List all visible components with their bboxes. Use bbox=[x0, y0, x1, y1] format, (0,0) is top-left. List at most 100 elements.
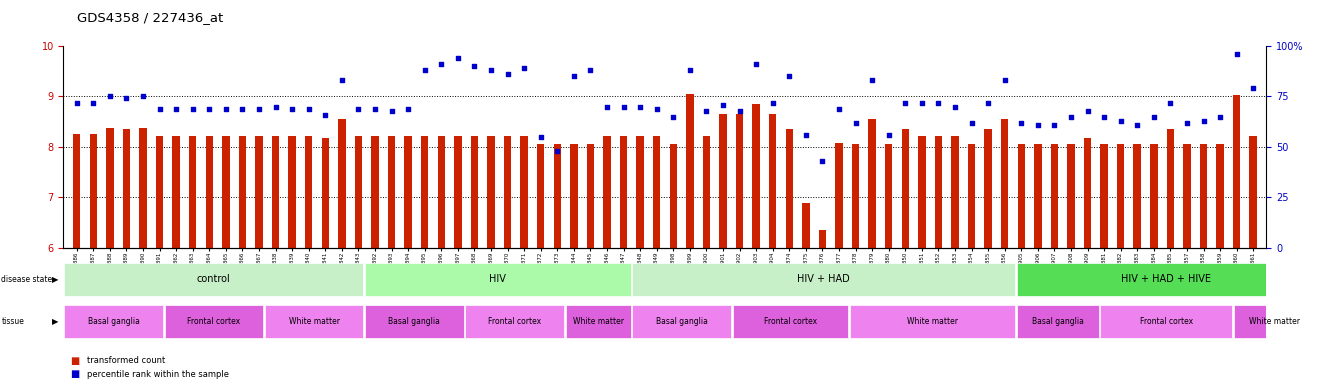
Bar bbox=[952, 136, 958, 248]
Bar bbox=[123, 129, 130, 248]
Text: White matter: White matter bbox=[1249, 317, 1301, 326]
Bar bbox=[65, 263, 364, 296]
Bar bbox=[537, 144, 545, 248]
Bar bbox=[1018, 144, 1025, 248]
Point bbox=[264, 103, 286, 109]
Bar bbox=[818, 230, 826, 248]
Bar bbox=[802, 204, 809, 248]
Bar bbox=[851, 144, 859, 248]
Point bbox=[231, 106, 253, 112]
Bar bbox=[365, 305, 464, 338]
Bar bbox=[65, 305, 163, 338]
Bar bbox=[1183, 144, 1191, 248]
Point bbox=[1060, 114, 1081, 120]
Point bbox=[845, 120, 866, 126]
Bar bbox=[1233, 96, 1240, 248]
Bar bbox=[471, 136, 479, 248]
Bar bbox=[1166, 129, 1174, 248]
Bar bbox=[632, 263, 1015, 296]
Bar bbox=[869, 119, 876, 248]
Bar bbox=[1150, 144, 1158, 248]
Bar bbox=[587, 144, 594, 248]
Point bbox=[365, 106, 386, 112]
Bar bbox=[1034, 144, 1042, 248]
Bar bbox=[603, 136, 611, 248]
Point bbox=[149, 106, 171, 112]
Bar bbox=[935, 136, 943, 248]
Point bbox=[728, 108, 750, 114]
Bar bbox=[264, 305, 364, 338]
Bar bbox=[387, 136, 395, 248]
Text: HIV + HAD: HIV + HAD bbox=[797, 274, 850, 285]
Bar bbox=[1200, 144, 1207, 248]
Bar bbox=[255, 136, 263, 248]
Text: GDS4358 / 227436_at: GDS4358 / 227436_at bbox=[77, 12, 223, 25]
Point bbox=[381, 108, 402, 114]
Point bbox=[629, 103, 650, 109]
Point bbox=[497, 71, 518, 78]
Point bbox=[299, 106, 320, 112]
Point bbox=[480, 67, 501, 73]
Bar bbox=[752, 104, 760, 248]
Bar bbox=[703, 136, 710, 248]
Text: ■: ■ bbox=[70, 369, 79, 379]
Point bbox=[1144, 114, 1165, 120]
Text: HIV + HAD + HIVE: HIV + HAD + HIVE bbox=[1121, 274, 1211, 285]
Bar bbox=[836, 143, 842, 248]
Point bbox=[613, 103, 635, 109]
Point bbox=[165, 106, 186, 112]
Point bbox=[779, 73, 800, 79]
Point bbox=[977, 99, 998, 106]
Bar bbox=[365, 263, 631, 296]
Point bbox=[713, 101, 734, 108]
Bar bbox=[1001, 119, 1009, 248]
Bar bbox=[636, 136, 644, 248]
Point bbox=[646, 106, 668, 112]
Point bbox=[746, 61, 767, 67]
Text: Frontal cortex: Frontal cortex bbox=[764, 317, 817, 326]
Point bbox=[447, 55, 468, 61]
Text: White matter: White matter bbox=[288, 317, 340, 326]
Text: White matter: White matter bbox=[572, 317, 624, 326]
Text: ■: ■ bbox=[70, 356, 79, 366]
Point bbox=[695, 108, 717, 114]
Text: Frontal cortex: Frontal cortex bbox=[188, 317, 241, 326]
Bar bbox=[570, 144, 578, 248]
Bar bbox=[288, 136, 296, 248]
Bar bbox=[73, 134, 81, 248]
Bar bbox=[554, 144, 561, 248]
Bar bbox=[172, 136, 180, 248]
Point bbox=[812, 158, 833, 164]
Text: White matter: White matter bbox=[907, 317, 958, 326]
Bar bbox=[1117, 144, 1125, 248]
Point bbox=[1243, 85, 1264, 91]
Text: tissue: tissue bbox=[1, 317, 24, 326]
Point bbox=[547, 148, 568, 154]
Bar bbox=[686, 94, 694, 248]
Point bbox=[249, 106, 270, 112]
Point bbox=[1010, 120, 1031, 126]
Text: percentile rank within the sample: percentile rank within the sample bbox=[87, 370, 229, 379]
Point bbox=[315, 111, 336, 118]
Bar bbox=[1051, 144, 1058, 248]
Text: HIV: HIV bbox=[489, 274, 506, 285]
Text: disease state: disease state bbox=[1, 275, 53, 284]
Point bbox=[596, 103, 617, 109]
Bar bbox=[1017, 305, 1099, 338]
Bar bbox=[884, 144, 892, 248]
Bar bbox=[669, 144, 677, 248]
Bar bbox=[106, 128, 114, 248]
Bar bbox=[1216, 144, 1224, 248]
Text: control: control bbox=[197, 274, 231, 285]
Bar bbox=[566, 305, 631, 338]
Point bbox=[414, 67, 435, 73]
Bar bbox=[321, 138, 329, 248]
Bar bbox=[354, 136, 362, 248]
Bar bbox=[632, 305, 731, 338]
Bar bbox=[338, 119, 345, 248]
Point bbox=[1210, 114, 1231, 120]
Point bbox=[878, 132, 899, 138]
Point bbox=[348, 106, 369, 112]
Text: Basal ganglia: Basal ganglia bbox=[1031, 317, 1084, 326]
Bar bbox=[1100, 305, 1232, 338]
